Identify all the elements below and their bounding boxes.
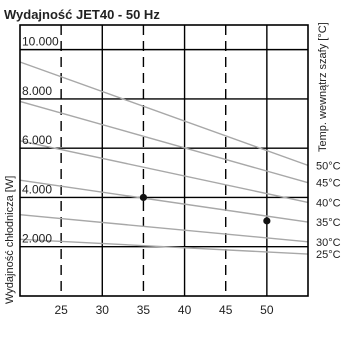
x-tick-labels: 25 30 35 40 45 50: [54, 303, 273, 317]
plot-area: [20, 25, 308, 296]
series-label-0: 50°C: [316, 160, 341, 172]
y-tick-label-3: 8.000: [22, 84, 52, 98]
series-label-5: 25°C: [316, 249, 341, 261]
series-label-1: 45°C: [316, 178, 341, 190]
data-marker-1: [263, 217, 270, 224]
series-label-4: 30°C: [316, 237, 341, 249]
x-tick-label-4: 45: [219, 303, 233, 317]
y-tick-label-1: 4.000: [22, 182, 52, 196]
data-marker-0: [140, 194, 147, 201]
y-tick-label-2: 6.000: [22, 133, 52, 147]
y-tick-label-4: 10.000: [22, 35, 59, 49]
plot-background: [20, 25, 308, 296]
x-tick-label-0: 25: [54, 303, 68, 317]
x-tick-label-3: 40: [178, 303, 192, 317]
series-label-2: 40°C: [316, 197, 341, 209]
chart-title: Wydajność JET40 - 50 Hz: [4, 7, 160, 22]
y-axis-label: Wydajność chłodnicza [W]: [4, 176, 16, 304]
series-label-3: 35°C: [316, 217, 341, 229]
series-labels: 50°C 45°C 40°C 35°C 30°C25°C: [316, 160, 341, 261]
y2-axis-label: Temp. wewnątrz szafy [°C]: [317, 22, 329, 152]
x-tick-label-1: 30: [96, 303, 110, 317]
x-tick-label-2: 35: [137, 303, 151, 317]
y-tick-label-0: 2.000: [22, 232, 52, 246]
x-tick-label-5: 50: [260, 303, 274, 317]
